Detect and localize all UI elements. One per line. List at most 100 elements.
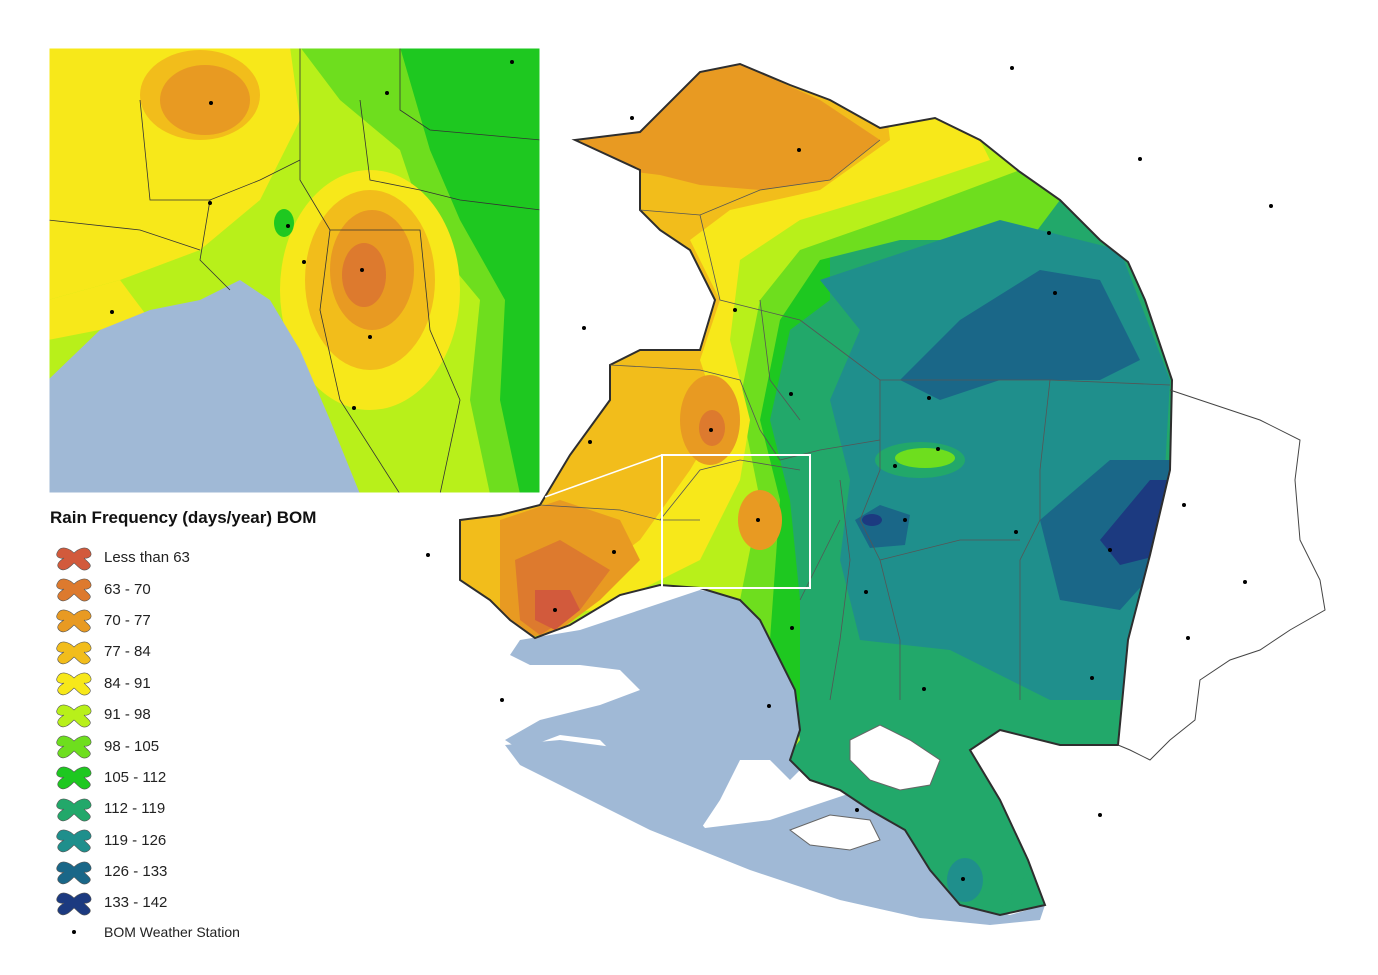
legend-swatch-icon <box>56 547 92 571</box>
station-dot <box>500 698 504 702</box>
station-dot <box>855 808 859 812</box>
station-dot <box>1108 548 1112 552</box>
legend-swatch-icon <box>56 610 92 633</box>
legend: Rain Frequency (days/year) BOM Less than… <box>48 508 368 945</box>
french-island <box>849 724 941 791</box>
station-dot <box>756 518 760 522</box>
legend-title: Rain Frequency (days/year) BOM <box>50 508 317 527</box>
inset-map <box>48 47 541 494</box>
station-dot <box>733 308 737 312</box>
legend-label: 133 - 142 <box>104 894 168 912</box>
inset-frame <box>46 45 543 496</box>
station-dot <box>1182 503 1186 507</box>
legend-swatch-icon <box>56 861 92 884</box>
legend-swatch-icon <box>56 798 92 822</box>
station-dot <box>582 326 586 330</box>
station-dot <box>790 626 794 630</box>
legend-station-entry: BOM Weather Station <box>48 919 368 945</box>
station-dot <box>1010 66 1014 70</box>
legend-row: 105 - 112 <box>48 762 368 793</box>
station-dot <box>630 116 634 120</box>
station-dot <box>110 310 114 314</box>
water-body <box>505 590 820 830</box>
station-dot <box>927 396 931 400</box>
legend-label: 70 - 77 <box>104 611 151 629</box>
legend-swatch-icon <box>56 892 92 916</box>
station-dot <box>961 877 965 881</box>
legend-label: 105 - 112 <box>104 768 167 786</box>
station-dot <box>286 224 290 228</box>
legend-row: 77 - 84 <box>48 636 368 667</box>
legend-label: 126 - 133 <box>104 863 168 881</box>
legend-row: Less than 63 <box>48 542 368 573</box>
station-dot <box>360 268 364 272</box>
inset-leader-line <box>544 454 663 498</box>
station-dot <box>553 608 557 612</box>
legend-row: 126 - 133 <box>48 856 368 887</box>
station-dot <box>1090 676 1094 680</box>
station-dot <box>352 406 356 410</box>
station-dot <box>612 550 616 554</box>
legend-swatch-icon <box>56 829 92 853</box>
station-dot <box>208 201 212 205</box>
inset-extent-box <box>661 454 811 589</box>
station-dot-icon <box>72 929 76 934</box>
station-dot <box>1047 231 1051 235</box>
station-dot <box>864 590 868 594</box>
station-dot <box>426 553 430 557</box>
legend-row: 84 - 91 <box>48 668 368 699</box>
station-dot <box>903 518 907 522</box>
legend-row: 119 - 126 <box>48 825 368 856</box>
legend-label: 98 - 105 <box>104 737 160 755</box>
legend-label: 91 - 98 <box>104 706 151 724</box>
ocean <box>505 740 1045 925</box>
legend-label: 119 - 126 <box>104 831 167 849</box>
weather-stations <box>110 60 1273 881</box>
legend-row: 112 - 119 <box>48 793 368 824</box>
legend-row: 133 - 142 <box>48 887 368 918</box>
legend-row: 91 - 98 <box>48 699 368 730</box>
station-dot <box>767 704 771 708</box>
legend-row: 63 - 70 <box>48 573 368 604</box>
phillip-island <box>788 814 881 851</box>
station-dot <box>1053 291 1057 295</box>
legend-label: Less than 63 <box>104 549 190 567</box>
station-dot <box>922 687 926 691</box>
legend-label: 112 - 119 <box>104 800 166 818</box>
legend-swatch-icon <box>56 578 92 602</box>
station-dot <box>936 447 940 451</box>
legend-label: 63 - 70 <box>104 580 151 598</box>
neighbouring-region-outline <box>1117 389 1326 761</box>
legend-swatch-icon <box>56 704 92 727</box>
station-dot <box>797 148 801 152</box>
station-dot <box>1269 204 1273 208</box>
station-dot <box>209 101 213 105</box>
legend-label: 77 - 84 <box>104 643 151 661</box>
station-dot <box>709 428 713 432</box>
station-dot <box>1243 580 1247 584</box>
station-dot <box>385 91 389 95</box>
lga-boundaries <box>539 139 1171 701</box>
station-dot <box>1098 813 1102 817</box>
station-dot <box>1186 636 1190 640</box>
legend-row: 98 - 105 <box>48 730 368 761</box>
station-dot <box>510 60 514 64</box>
legend-swatch-icon <box>56 735 92 759</box>
station-dot <box>1138 157 1142 161</box>
legend-swatch-icon <box>56 641 92 665</box>
station-dot <box>302 260 306 264</box>
legend-label: 84 - 91 <box>104 674 151 692</box>
station-dot <box>893 464 897 468</box>
legend-swatch-icon <box>56 672 92 696</box>
rain-surface <box>460 64 1172 915</box>
station-dot <box>789 392 793 396</box>
legend-classes: Less than 63 63 - 70 70 - 77 77 - 84 84 - 91… <box>48 542 368 919</box>
station-dot <box>368 335 372 339</box>
region-outline <box>459 62 1174 917</box>
station-dot <box>588 440 592 444</box>
legend-station-label: BOM Weather Station <box>104 923 240 940</box>
legend-swatch-icon <box>56 767 92 790</box>
station-dot <box>1014 530 1018 534</box>
legend-row: 70 - 77 <box>48 605 368 636</box>
